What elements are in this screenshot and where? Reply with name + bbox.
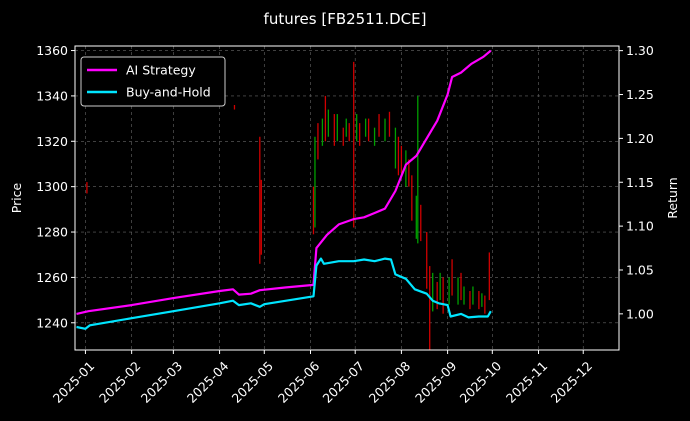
y-tick-label: 1340: [36, 88, 68, 103]
y2-axis-label: Return: [665, 177, 680, 218]
legend-label-buy-and-hold: Buy-and-Hold: [126, 85, 211, 100]
y2-tick-label: 1.20: [626, 131, 654, 146]
y-axis-left: 1240 1260 1280 1300 1320 1340 1360: [36, 43, 75, 330]
y2-tick-label: 1.15: [626, 175, 654, 190]
price-bars: [86, 61, 490, 350]
plot-frame: [74, 45, 620, 351]
y-axis-label: Price: [9, 182, 24, 213]
y2-tick-label: 1.30: [626, 43, 654, 58]
legend: AI Strategy Buy-and-Hold: [80, 56, 226, 107]
legend-label-ai-strategy: AI Strategy: [126, 63, 196, 78]
y-tick-label: 1240: [36, 315, 68, 330]
y-tick-label: 1280: [36, 225, 68, 240]
y2-tick-label: 1.10: [626, 219, 654, 234]
series-line-buy-and-hold: [76, 257, 492, 330]
y-axis-right: 1.00 1.05 1.10 1.15 1.20 1.25 1.30: [619, 43, 654, 321]
y-tick-label: 1260: [36, 270, 68, 285]
chart-title: futures [FB2511.DCE]: [264, 10, 427, 28]
y-tick-label: 1320: [36, 134, 68, 149]
y2-tick-label: 1.25: [626, 87, 654, 102]
y-tick-label: 1300: [36, 179, 68, 194]
y2-tick-label: 1.05: [626, 262, 654, 277]
y-tick-label: 1360: [36, 43, 68, 58]
series-lines: [76, 49, 492, 330]
y2-tick-label: 1.00: [626, 306, 654, 321]
series-line-ai-strategy: [76, 49, 492, 315]
